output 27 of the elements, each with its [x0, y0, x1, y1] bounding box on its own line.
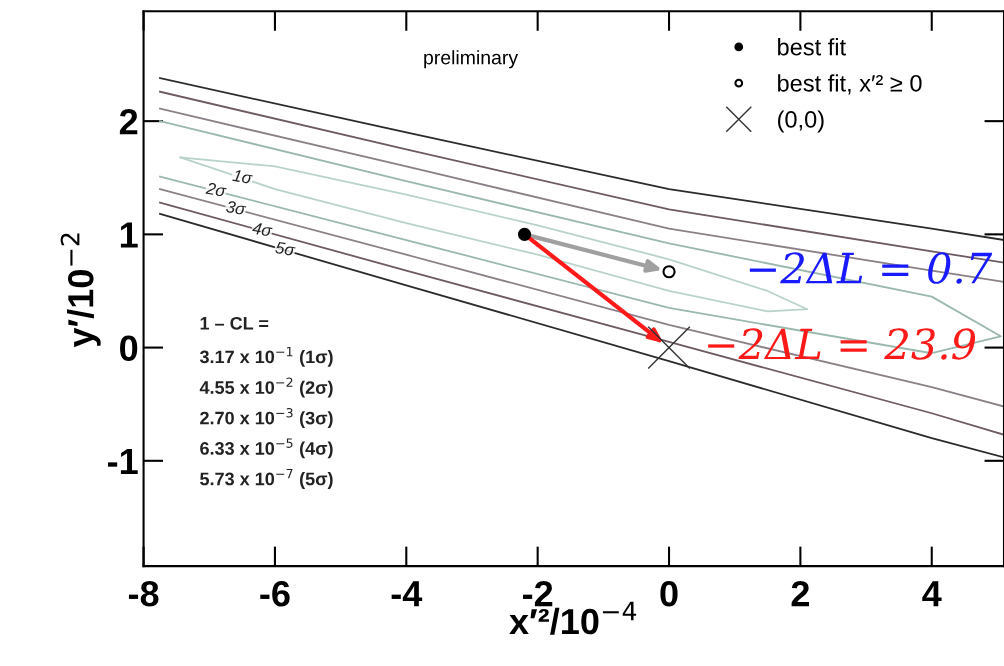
- annotation: 2.70 x 10$^{−3}$ (3σ): [200, 407, 333, 429]
- y-tick-label: 0: [120, 335, 138, 362]
- annotation: −2ΔL = 0.7: [749, 252, 993, 284]
- legend-label: best fit: [778, 38, 846, 56]
- annotation: 5σ: [274, 241, 297, 257]
- annotation: 4σ: [251, 222, 274, 237]
- annotation: 6.33 x 10$^{−5}$ (4σ): [200, 438, 333, 459]
- x-tick-label: -4: [391, 581, 423, 607]
- annotation: 4.55 x 10$^{−2}$ (2σ): [199, 377, 333, 398]
- legend-label: best fit, x′² ≥ 0: [778, 74, 922, 95]
- y-tick-label: -1: [108, 449, 138, 474]
- annotation: 5.73 x 10$^{−7}$ (5σ): [200, 469, 333, 489]
- y-tick-label: 1: [120, 222, 138, 248]
- x-tick-label: 2: [791, 580, 809, 607]
- x-tick-label: -6: [260, 580, 290, 607]
- annotation: 3σ: [225, 200, 247, 216]
- x-tick-label: 4: [922, 581, 942, 607]
- y-axis-title: y′/10$^{−2}$: [60, 233, 101, 348]
- legend-label: (0,0): [778, 110, 824, 133]
- annotation: 1σ: [232, 169, 254, 185]
- y-tick-label: 2: [119, 109, 138, 135]
- annotation: 2σ: [205, 182, 228, 198]
- x-tick-label: -8: [128, 580, 159, 607]
- annotation: 3.17 x 10$^{−1}$ (1σ): [199, 346, 333, 367]
- x-tick-label: 0: [660, 580, 678, 607]
- annotation: 1 – CL =: [200, 316, 269, 330]
- text: preliminary: [424, 50, 519, 69]
